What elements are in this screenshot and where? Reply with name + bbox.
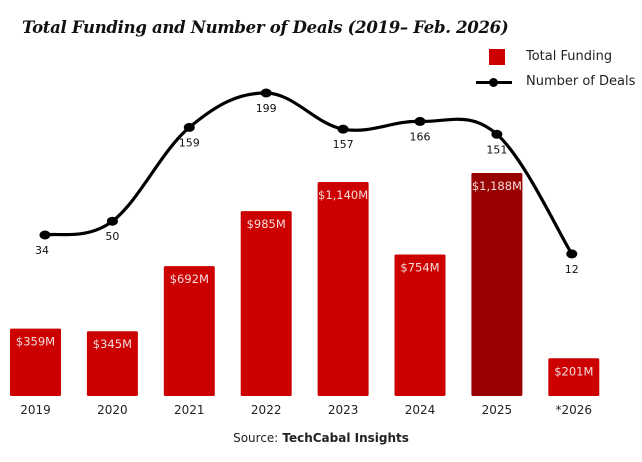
- x-tick-label: 2023: [328, 403, 359, 417]
- line-series-number-of-deals: 34 50 159 199 157 166 151 12: [35, 88, 579, 276]
- bar-value-label: $345M: [93, 337, 132, 351]
- deals-point-2023: [337, 124, 349, 134]
- deals-point-2026: [566, 249, 578, 259]
- deals-point-2019: [39, 230, 51, 240]
- bar-2020: [86, 331, 138, 396]
- bar-series-total-funding: $359M $345M $692M $985M $1,140M $754M $1,188M $…: [10, 173, 600, 396]
- deals-point-2022: [260, 88, 272, 98]
- x-tick-label: 2019: [20, 403, 51, 417]
- source-name: TechCabal Insights: [282, 431, 409, 445]
- bar-value-label: $692M: [170, 272, 209, 286]
- deals-value-label: 157: [333, 138, 354, 151]
- x-tick-label: 2020: [97, 403, 128, 417]
- bar-2024: [394, 254, 446, 396]
- deals-value-label: 50: [105, 230, 119, 243]
- bar-value-label: $201M: [554, 364, 593, 378]
- bar-2019: [10, 328, 61, 396]
- deals-value-label: 34: [35, 244, 49, 257]
- x-axis-tick-labels: 2019 2020 2021 2022 2023 2024 2025 *2026: [20, 403, 592, 417]
- legend-swatch-bar: [489, 48, 505, 65]
- deals-point-2020: [106, 216, 118, 226]
- deals-value-label: 12: [565, 263, 579, 276]
- bar-2023: [317, 182, 369, 396]
- x-tick-label: 2024: [405, 403, 436, 417]
- bar-value-label: $359M: [16, 335, 55, 349]
- deals-value-label: 159: [179, 136, 200, 149]
- source-note: Source: TechCabal Insights: [0, 431, 642, 445]
- bar-value-label: $754M: [400, 260, 439, 274]
- chart-legend: Total Funding Number of Deals: [476, 44, 635, 94]
- x-tick-label: 2025: [482, 403, 513, 417]
- bar-value-label: $1,140M: [318, 188, 368, 202]
- deals-value-label: 199: [256, 102, 277, 115]
- combo-chart: $359M $345M $692M $985M $1,140M $754M $1,188M $…: [10, 88, 600, 417]
- bar-2026: [548, 358, 600, 396]
- deals-value-label: 166: [410, 130, 431, 143]
- chart-title: Total Funding and Number of Deals (2019–…: [22, 18, 509, 37]
- deals-point-2024: [414, 116, 426, 126]
- bar-2021: [163, 266, 215, 396]
- deals-point-2025: [491, 129, 503, 139]
- x-tick-label: 2022: [251, 403, 282, 417]
- bar-2022: [240, 211, 292, 396]
- legend-line-marker-icon: [476, 74, 512, 90]
- deals-point-2021: [183, 122, 195, 132]
- legend-item-number-of-deals: Number of Deals: [476, 69, 635, 94]
- legend-label-total-funding: Total Funding: [526, 49, 613, 64]
- bar-value-label: $1,188M: [472, 179, 522, 193]
- source-prefix: Source:: [233, 431, 279, 445]
- deals-value-label: 151: [486, 143, 507, 156]
- bar-value-label: $985M: [247, 217, 286, 231]
- legend-label-number-of-deals: Number of Deals: [526, 74, 636, 89]
- x-tick-label: *2026: [556, 403, 593, 417]
- legend-item-total-funding: Total Funding: [476, 44, 635, 69]
- bar-2025: [471, 173, 523, 396]
- x-tick-label: 2021: [174, 403, 205, 417]
